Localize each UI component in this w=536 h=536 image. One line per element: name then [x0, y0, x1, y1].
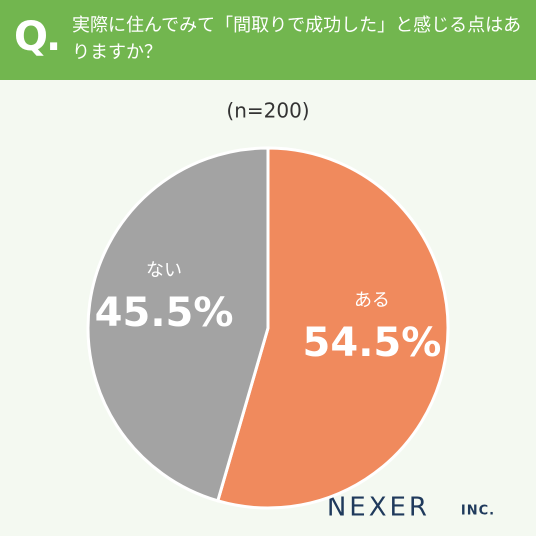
brand: NEXER: [327, 493, 430, 523]
slice-category: ない: [146, 260, 182, 281]
slice-category: ある: [354, 290, 390, 311]
pie-slice: [215, 146, 450, 510]
brand-suffix: INC.: [461, 504, 495, 519]
pie-slice: [86, 146, 270, 503]
question-marker: Q.: [14, 14, 61, 60]
header: Q. 実際に住んでみて「間取りで成功した」と感じる点はありますか？: [0, 0, 536, 80]
slice-value-label: 45.5%: [95, 290, 234, 336]
chart-title: 実際に住んでみて「間取りで成功した」と感じる点はありますか？: [72, 15, 522, 63]
slice-value-label: 54.5%: [303, 320, 442, 366]
chart-subtitle: (n=200): [226, 99, 309, 123]
